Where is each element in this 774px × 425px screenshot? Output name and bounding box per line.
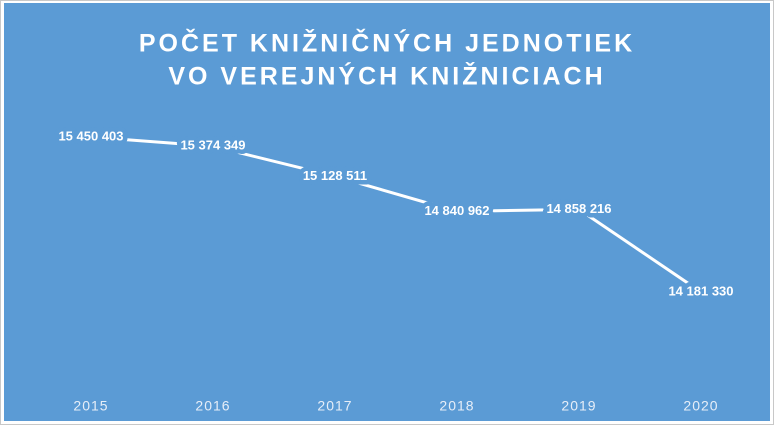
plot-background bbox=[4, 3, 770, 421]
data-label: 14 181 330 bbox=[668, 283, 733, 298]
chart-title: POČET KNIŽNIČNÝCH JEDNOTIEK bbox=[139, 28, 635, 58]
data-label: 14 840 962 bbox=[424, 203, 489, 218]
x-tick-label: 2019 bbox=[561, 398, 596, 414]
chart-title: VO VEREJNÝCH KNIŽNICIACH bbox=[168, 61, 605, 91]
x-tick-label: 2015 bbox=[73, 398, 108, 414]
x-tick-label: 2017 bbox=[317, 398, 352, 414]
data-label: 15 450 403 bbox=[58, 128, 123, 143]
x-tick-label: 2020 bbox=[683, 398, 718, 414]
data-label: 14 858 216 bbox=[546, 201, 611, 216]
x-tick-label: 2016 bbox=[195, 398, 230, 414]
data-label: 15 128 511 bbox=[303, 168, 367, 183]
data-label: 15 374 349 bbox=[180, 138, 245, 153]
series-line bbox=[90, 135, 702, 294]
x-tick-label: 2018 bbox=[439, 398, 474, 414]
